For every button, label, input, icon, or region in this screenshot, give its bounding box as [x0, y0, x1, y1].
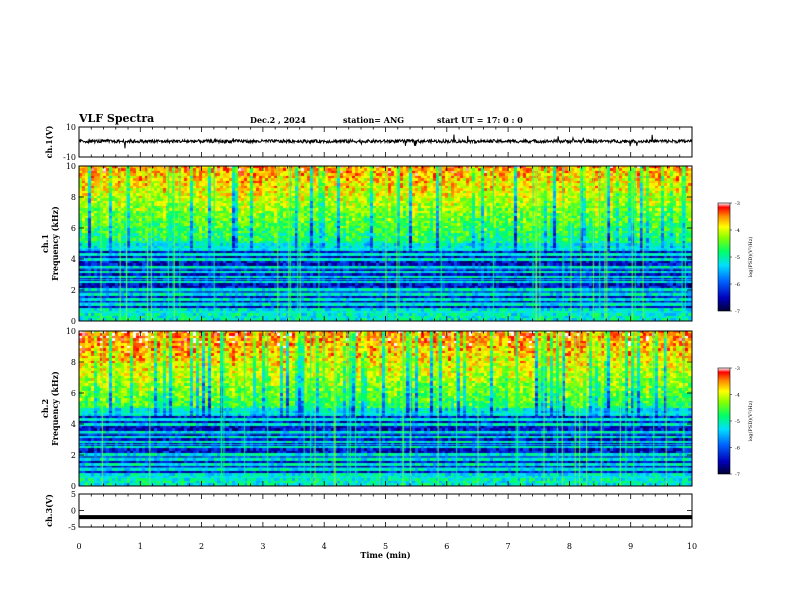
y-tick-label-p1-5: 10: [66, 162, 76, 171]
colorbar-tick-ch1-4: -7: [735, 309, 740, 315]
y-tick-label-p1-0: 0: [71, 317, 76, 326]
x-tick-label-7: 7: [506, 542, 511, 551]
colorbar-ch2: [717, 367, 731, 475]
y-tick-label-p1-4: 8: [71, 193, 76, 202]
x-axis-title: Time (min): [360, 550, 410, 560]
colorbar-tick-ch1-0: -3: [735, 201, 740, 207]
colorbar-tick-ch1-1: -4: [735, 228, 740, 234]
colorbar-label-ch1: log(PSD)(V²/Hz): [747, 237, 754, 278]
colorbar-ch1: [717, 202, 731, 312]
y-tick-label-p1-2: 4: [71, 255, 76, 264]
colorbar-tick-ch2-3: -6: [735, 446, 740, 452]
colorbar-tick-ch1-2: -5: [735, 255, 740, 261]
spectrogram-image-ch2: [79, 331, 692, 486]
y-tick-label-p0-0: 10: [66, 123, 76, 132]
x-tick-label-8: 8: [567, 542, 572, 551]
ch1-freq-ylabel-line1: ch.1: [40, 234, 50, 253]
y-tick-label-p2-1: 2: [71, 451, 76, 460]
ch1-freq-ylabel-line2: Frequency (kHz): [50, 206, 60, 281]
date-label: Dec.2 , 2024: [250, 115, 306, 125]
y-tick-label-p3-0: 5: [71, 490, 76, 499]
ch2-freq-ylabel-line1: ch.2: [40, 399, 50, 418]
y-tick-label-p2-0: 0: [71, 482, 76, 491]
ch1-waveform-trace: [78, 134, 693, 149]
y-tick-label-p1-1: 2: [71, 286, 76, 295]
y-tick-label-p2-3: 6: [71, 389, 76, 398]
colorbar-tick-ch1-3: -6: [735, 282, 740, 288]
x-tick-label-9: 9: [628, 542, 633, 551]
spectrogram-image-ch1: [79, 166, 692, 321]
y-tick-label-p3-2: -5: [68, 523, 76, 532]
y-tick-label-p0-1: -10: [63, 153, 76, 162]
x-tick-label-6: 6: [444, 542, 449, 551]
x-tick-label-5: 5: [383, 542, 388, 551]
y-tick-label-p1-3: 6: [71, 224, 76, 233]
colorbar-tick-ch2-0: -3: [735, 366, 740, 372]
x-tick-label-2: 2: [199, 542, 204, 551]
y-tick-label-p3-1: 0: [71, 507, 76, 516]
x-tick-label-10: 10: [687, 542, 697, 551]
y-tick-label-p2-2: 4: [71, 420, 76, 429]
colorbar-tick-ch2-4: -7: [735, 472, 740, 478]
ch1-ylabel: ch.1(V): [44, 125, 54, 158]
x-tick-label-1: 1: [138, 542, 143, 551]
x-tick-label-0: 0: [76, 542, 81, 551]
ch3-ylabel: ch.3(V): [44, 494, 54, 527]
colorbar-label-ch2: log(PSD)(V²/Hz): [747, 401, 754, 442]
station-label: station= ANG: [343, 115, 405, 125]
x-tick-label-3: 3: [260, 542, 265, 551]
start-time-label: start UT = 17: 0 : 0: [437, 115, 523, 125]
ch2-freq-ylabel-line2: Frequency (kHz): [50, 371, 60, 446]
y-tick-label-p2-5: 10: [66, 327, 76, 336]
x-tick-label-4: 4: [322, 542, 327, 551]
chart-title: VLF Spectra: [79, 112, 155, 125]
colorbar-tick-ch2-2: -5: [735, 419, 740, 425]
colorbar-tick-ch2-1: -4: [735, 393, 740, 399]
y-tick-label-p2-4: 8: [71, 358, 76, 367]
